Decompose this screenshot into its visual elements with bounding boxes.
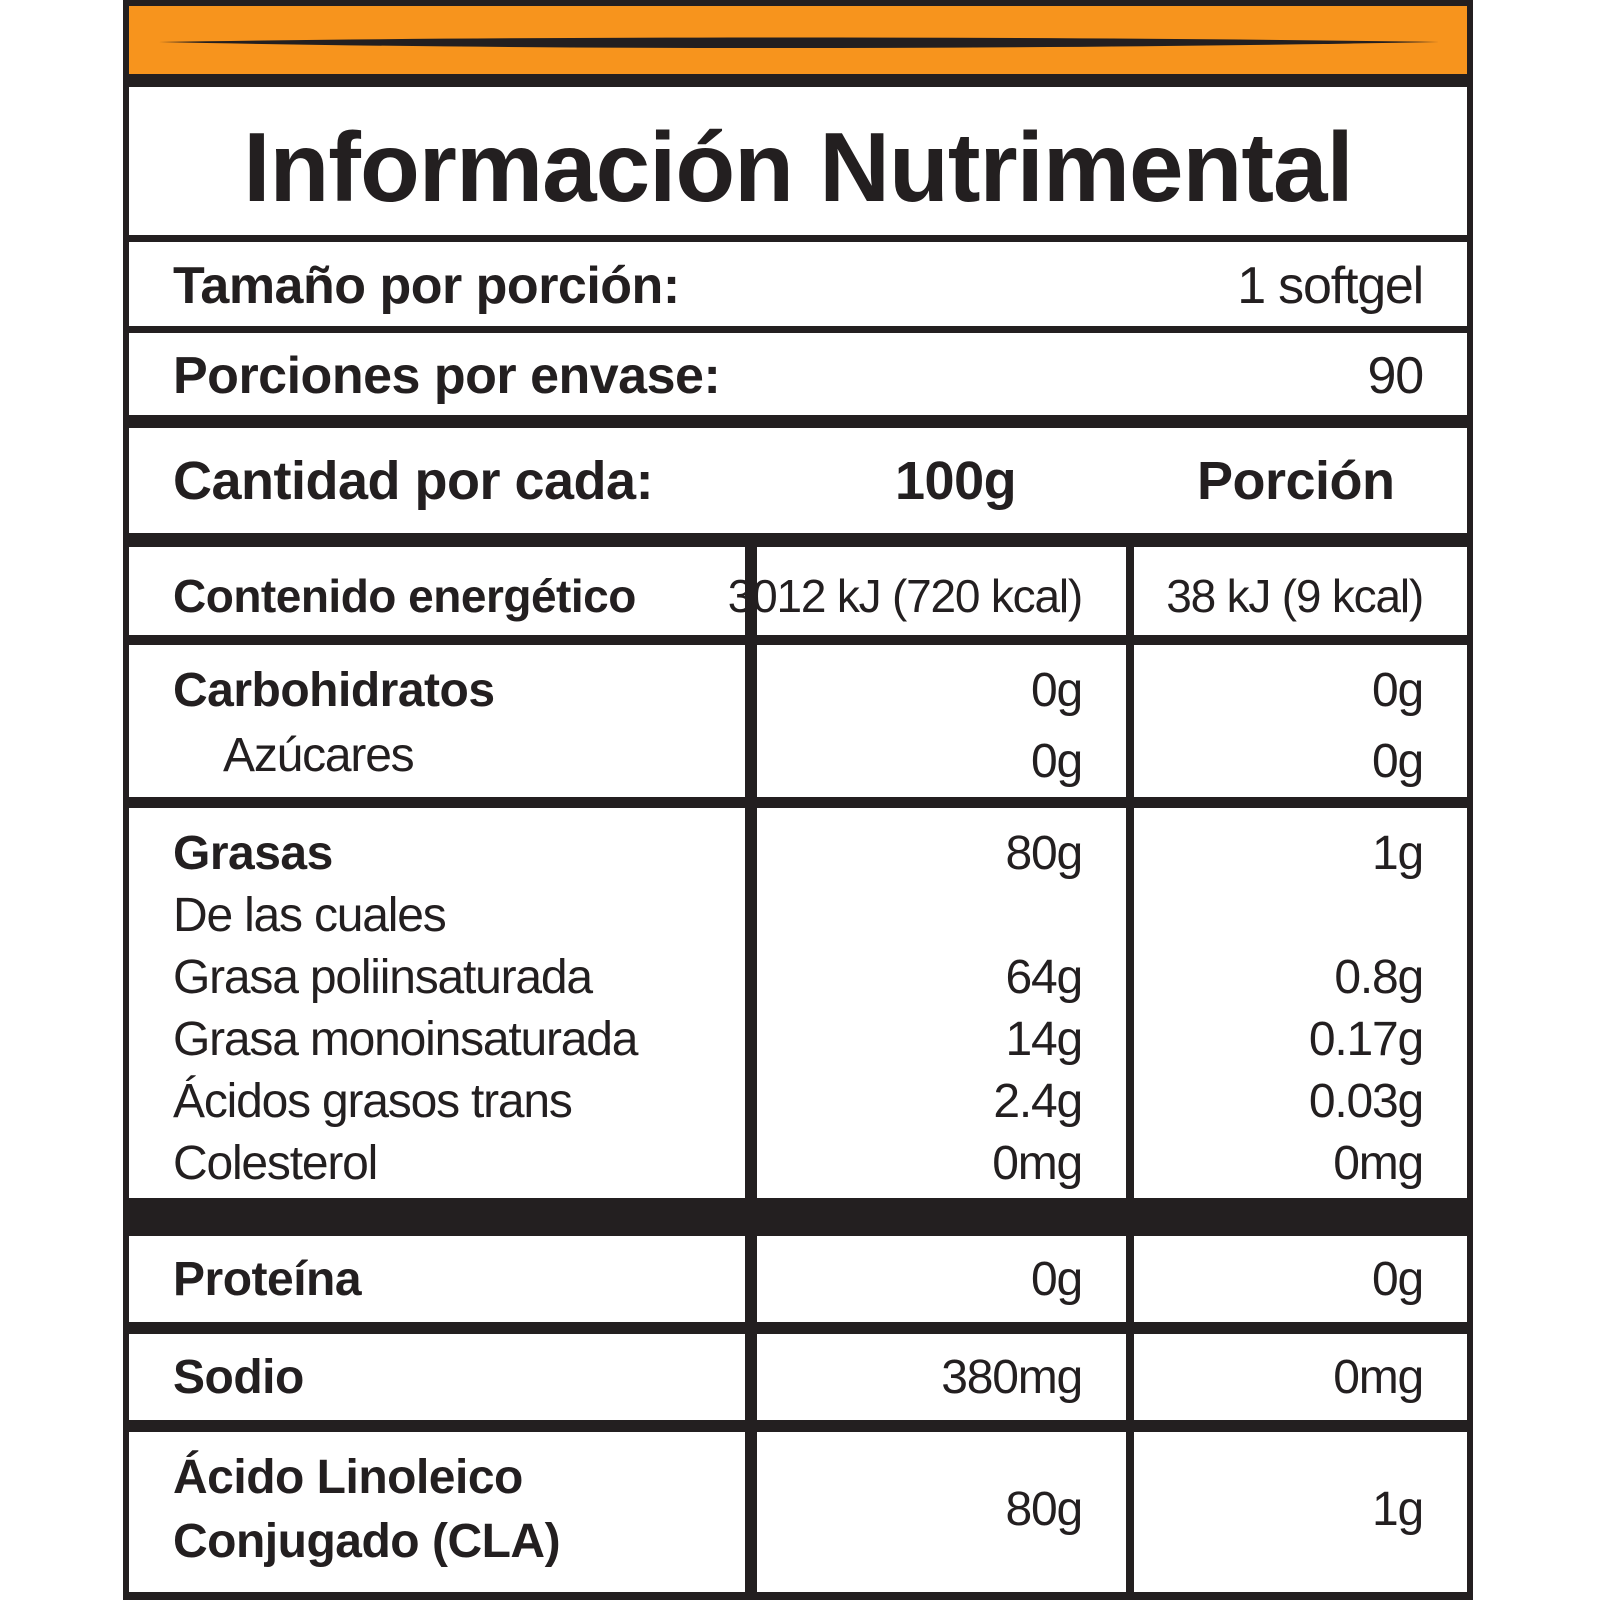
sodium-100g-value: 380mg [941, 1351, 1083, 1404]
column-header-portion: Porción [1197, 451, 1395, 511]
cla-portion-value: 1g [1372, 1483, 1424, 1536]
mono-fat-portion-value: 0.17g [1308, 1013, 1424, 1066]
protein-label: Proteína [173, 1253, 362, 1306]
sodium-label: Sodio [173, 1351, 304, 1404]
cla-label-cell: Ácido Linoleico Conjugado (CLA) [129, 1432, 745, 1592]
energy-label: Contenido energético [173, 570, 636, 622]
fats-100g-value: 80g [1005, 827, 1084, 880]
cholesterol-100g-value: 0mg [992, 1137, 1083, 1190]
protein-portion-value: 0g [1372, 1253, 1424, 1306]
serving-size-label: Tamaño por porción: [173, 257, 680, 315]
fats-portion-cell: 1g 0.8g 0.17g 0.03g 0mg [1134, 808, 1467, 1198]
trans-fat-100g-value: 2.4g [993, 1075, 1083, 1128]
column-header-row: Cantidad por cada: 100g Porción [129, 428, 1467, 533]
fats-label-cell: Grasas De las cuales Grasa poliinsaturad… [129, 808, 745, 1198]
carbs-label: Carbohidratos [173, 664, 495, 717]
serving-size-value: 1 softgel [1237, 257, 1424, 315]
cla-label-line2: Conjugado (CLA) [173, 1515, 561, 1568]
serving-size-row: Tamaño por porción: 1 softgel [129, 242, 1467, 326]
fats-100g-cell: 80g 64g 14g 2.4g 0mg [757, 808, 1126, 1198]
decorative-swoosh [159, 37, 1439, 48]
servings-per-container-label: Porciones por envase: [173, 347, 721, 405]
carbs-100g-value: 0g [1031, 664, 1083, 717]
sodium-100g-cell: 380mg [757, 1334, 1126, 1420]
carbs-100g-cell: 0g 0g [757, 645, 1126, 797]
mono-fat-100g-value: 14g [1005, 1013, 1084, 1066]
sodium-portion-value: 0mg [1333, 1351, 1424, 1404]
sugars-100g-value: 0g [1031, 735, 1083, 788]
column-header-100g: 100g [895, 451, 1017, 511]
energy-100g-value: 3012 kJ (720 kcal) [727, 570, 1083, 622]
servings-per-container-value: 90 [1367, 347, 1425, 405]
poly-fat-portion-value: 0.8g [1334, 951, 1424, 1004]
amount-per-label: Cantidad por cada: [173, 451, 654, 511]
cla-portion-cell: 1g [1134, 1432, 1467, 1592]
trans-fat-label: Ácidos grasos trans [173, 1075, 573, 1128]
servings-per-container-row: Porciones por envase: 90 [129, 333, 1467, 415]
energy-label-cell: Contenido energético [129, 547, 745, 635]
cla-100g-cell: 80g [757, 1432, 1126, 1592]
page-title: Información Nutrimental [243, 112, 1354, 222]
sodium-portion-cell: 0mg [1134, 1334, 1467, 1420]
title-box: Información Nutrimental [129, 87, 1467, 235]
trans-fat-portion-value: 0.03g [1308, 1075, 1424, 1128]
cla-label-line1: Ácido Linoleico [173, 1451, 523, 1504]
sugars-portion-value: 0g [1372, 735, 1424, 788]
fats-portion-value: 1g [1372, 827, 1424, 880]
carbs-portion-cell: 0g 0g [1134, 645, 1467, 797]
mono-fat-label: Grasa monoinsaturada [173, 1013, 638, 1066]
cla-100g-value: 80g [1005, 1483, 1084, 1536]
of-which-label: De las cuales [173, 889, 447, 942]
energy-100g-cell: 3012 kJ (720 kcal) [728, 547, 1126, 635]
carbs-portion-value: 0g [1372, 664, 1424, 717]
nutrition-panel: Información Nutrimental Tamaño por porci… [123, 0, 1473, 1600]
cholesterol-portion-value: 0mg [1333, 1137, 1424, 1190]
protein-100g-cell: 0g [757, 1236, 1126, 1322]
cholesterol-label: Colesterol [173, 1137, 378, 1190]
sodium-label-cell: Sodio [129, 1334, 745, 1420]
poly-fat-label: Grasa poliinsaturada [173, 951, 593, 1004]
energy-portion-value: 38 kJ (9 kcal) [1166, 570, 1424, 622]
orange-header-band [129, 6, 1467, 74]
fats-label: Grasas [173, 827, 333, 880]
sugars-label: Azúcares [223, 729, 415, 782]
energy-portion-cell: 38 kJ (9 kcal) [1134, 547, 1467, 635]
protein-portion-cell: 0g [1134, 1236, 1467, 1322]
carbs-label-cell: Carbohidratos Azúcares [129, 645, 745, 797]
poly-fat-100g-value: 64g [1005, 951, 1084, 1004]
protein-label-cell: Proteína [129, 1236, 745, 1322]
protein-100g-value: 0g [1031, 1253, 1083, 1306]
